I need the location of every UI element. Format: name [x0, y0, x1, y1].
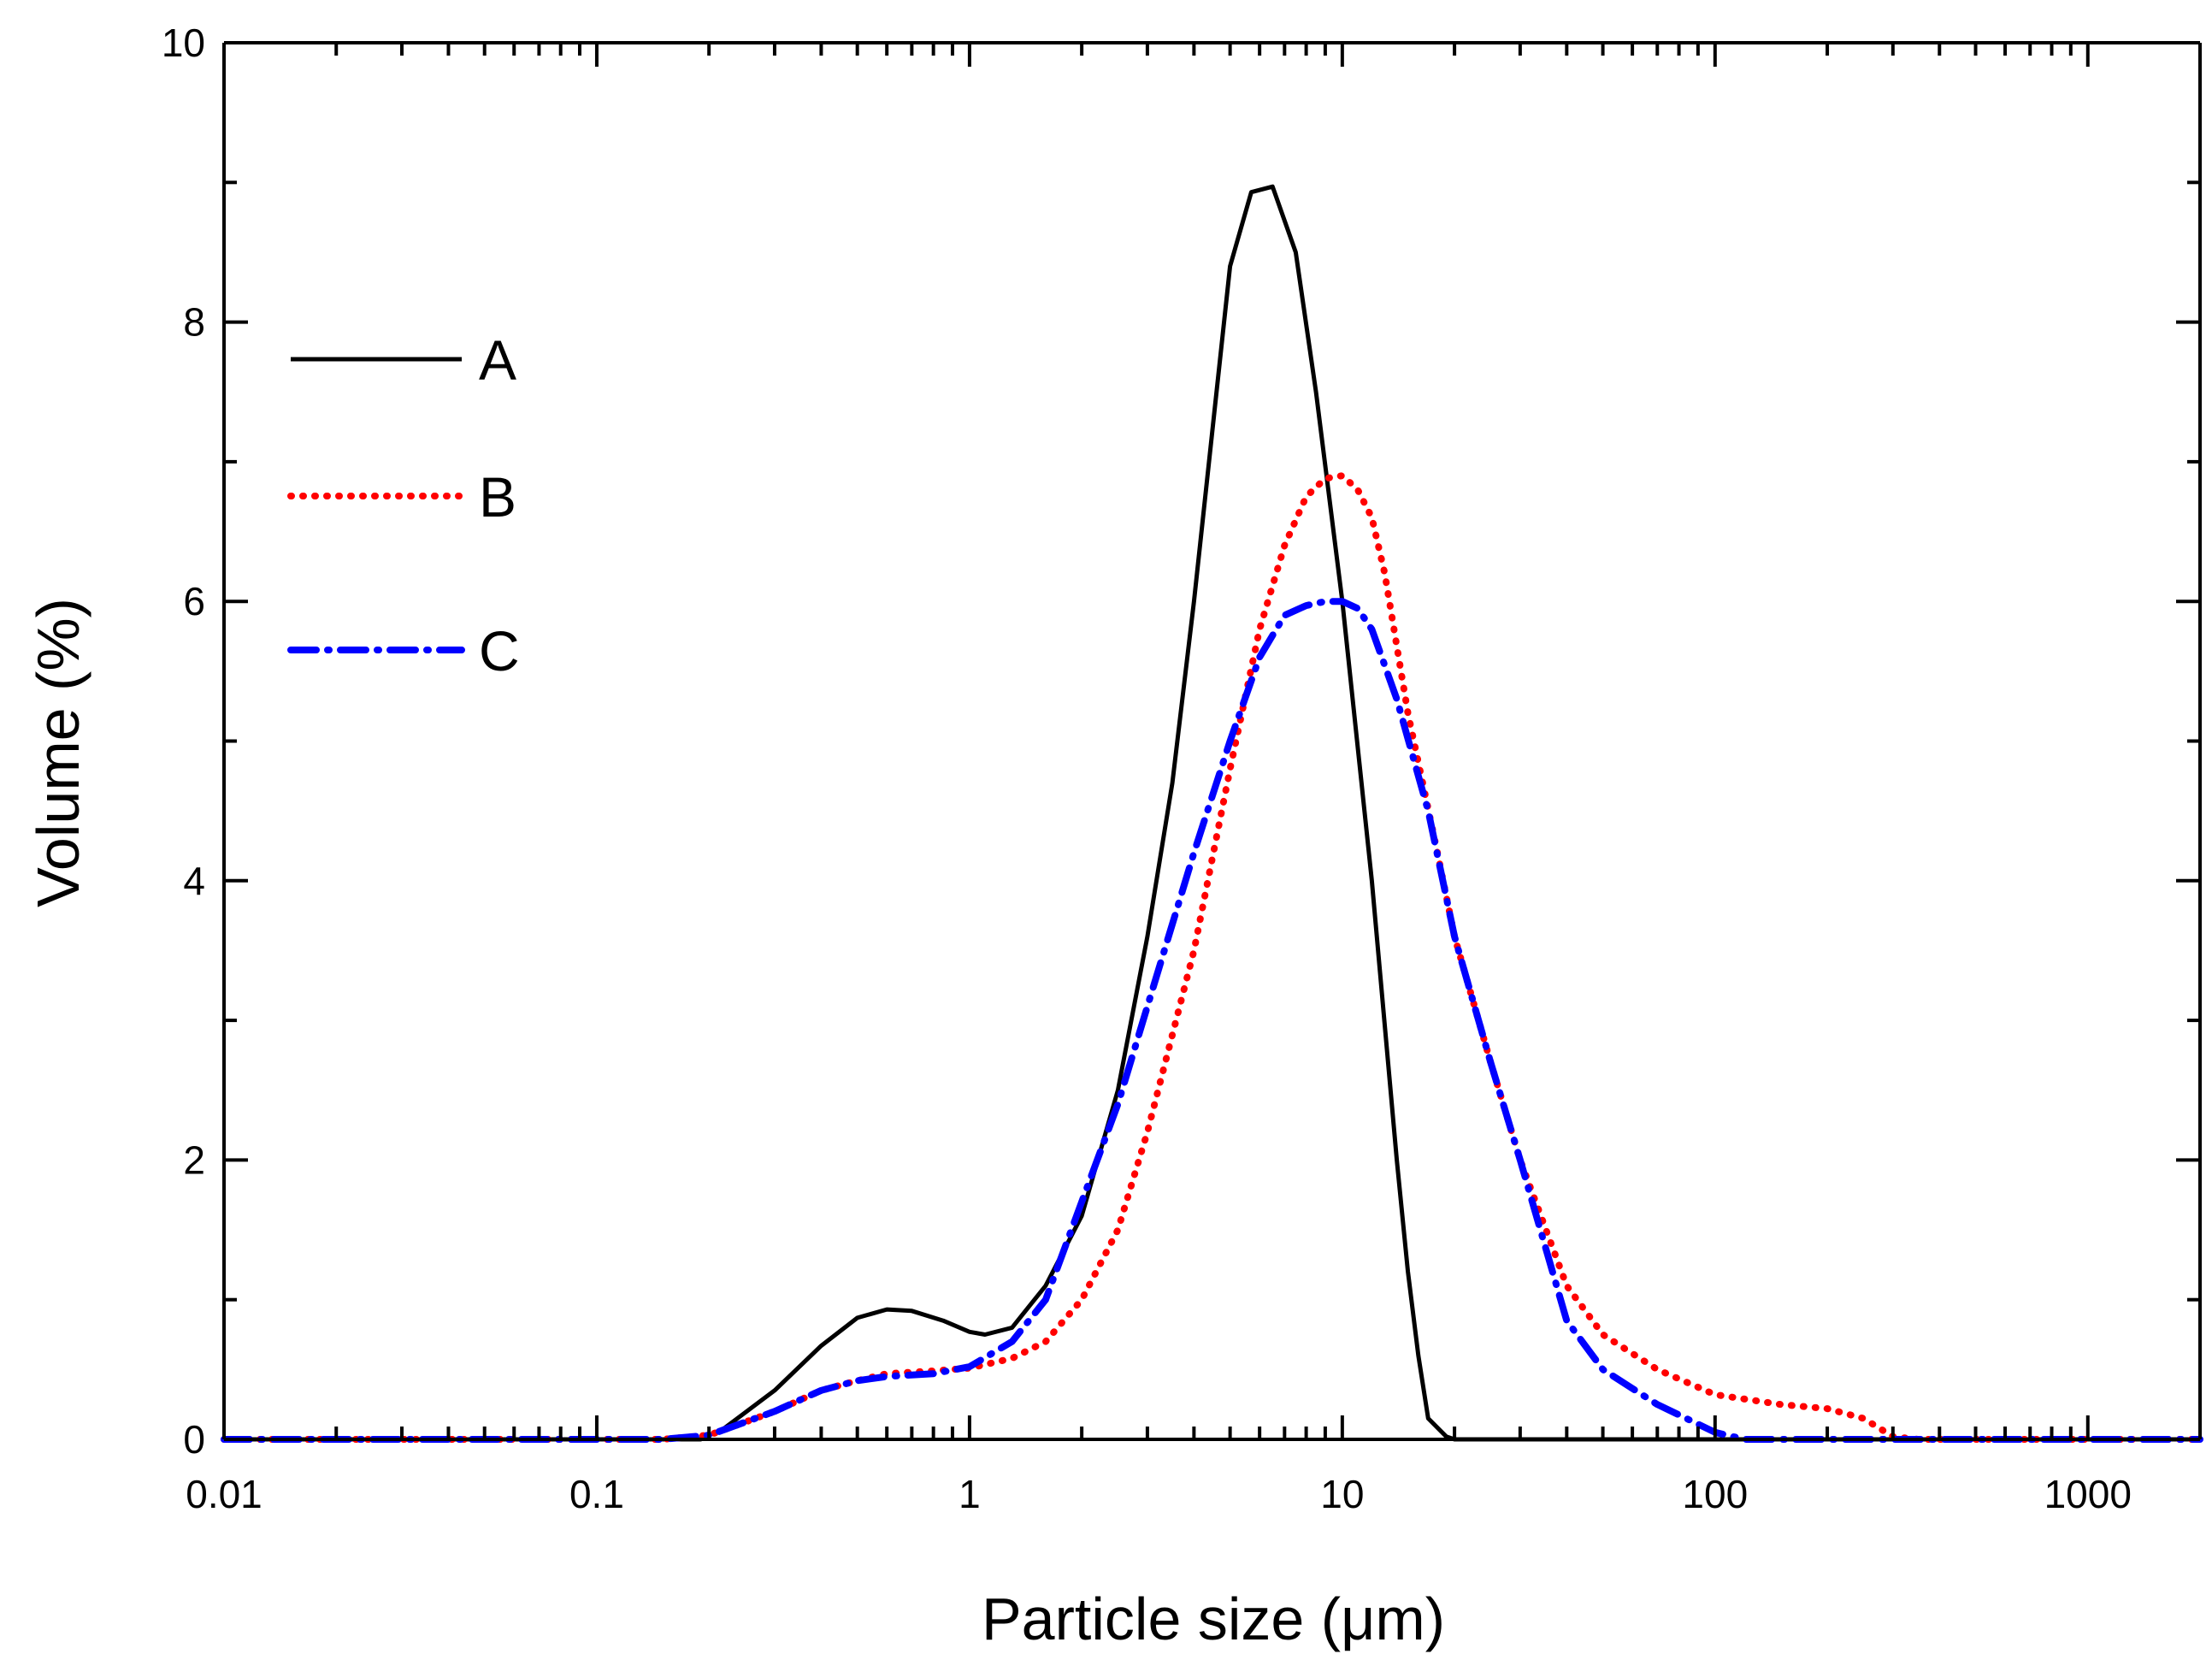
x-tick-label: 100: [1682, 1472, 1748, 1516]
series-line-c: [221, 598, 2203, 1443]
y-tick-label: 8: [183, 300, 205, 345]
series-layer: [221, 184, 2203, 1443]
x-axis-title: Particle size (μm): [982, 1586, 1445, 1652]
x-tick-label: 10: [1320, 1472, 1364, 1516]
y-axis-title: Volume (%): [25, 598, 91, 907]
legend-label-a: A: [479, 328, 516, 392]
x-tick-label: 1: [959, 1472, 981, 1516]
labels-layer: 0.01 0.1 1 10 100 1000 0 2 4 6 8 10: [162, 21, 2132, 1516]
y-tick-label: 6: [183, 579, 205, 623]
y-tick-label: 4: [183, 859, 205, 903]
y-tick-label: 2: [183, 1137, 205, 1182]
y-tick-label: 10: [162, 21, 205, 65]
legend: A B C: [287, 328, 520, 682]
axes-layer: [222, 41, 2202, 1441]
x-tick-label: 0.1: [569, 1472, 624, 1516]
series-line-a: [224, 184, 2200, 1442]
y-tick-label: 0: [183, 1417, 205, 1462]
series-line-b: [221, 472, 2203, 1443]
legend-label-b: B: [479, 465, 516, 529]
x-tick-label: 1000: [2044, 1472, 2132, 1516]
x-tick-label: 0.01: [186, 1472, 262, 1516]
legend-label-c: C: [479, 619, 520, 682]
